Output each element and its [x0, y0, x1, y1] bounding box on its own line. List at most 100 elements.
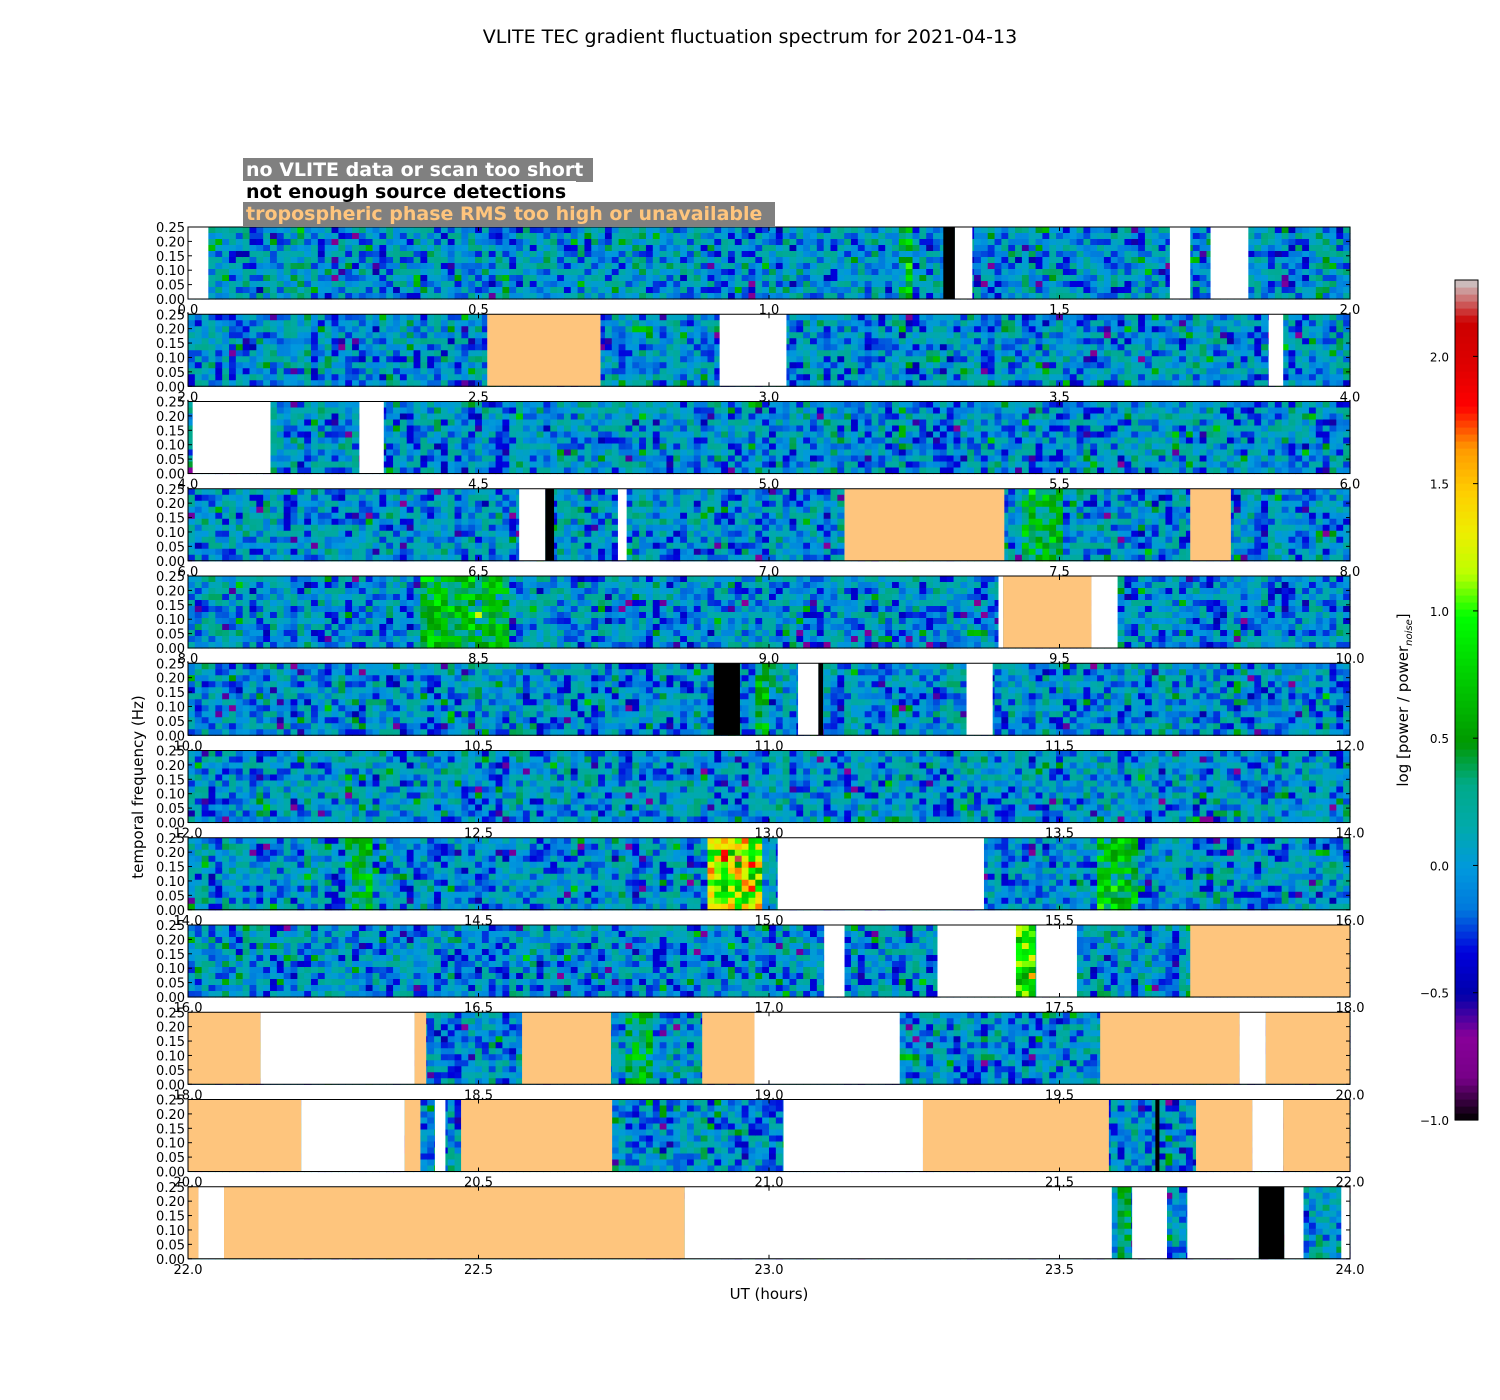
heatmap-cell — [639, 368, 647, 375]
legend-box-no-data — [243, 158, 593, 182]
heatmap-cell — [406, 380, 415, 387]
heatmap-cell — [844, 275, 852, 282]
heatmap-cell — [1165, 338, 1173, 345]
heatmap-cell — [386, 443, 394, 451]
heatmap-cell — [680, 257, 688, 264]
heatmap-cell — [912, 338, 920, 345]
heatmap-cell — [440, 437, 449, 445]
heatmap-cell — [748, 275, 756, 282]
heatmap-cell — [434, 293, 442, 300]
heatmap-cell — [905, 257, 914, 264]
heatmap-cell — [194, 374, 203, 381]
heatmap-cell — [386, 356, 394, 363]
heatmap-cell — [714, 314, 722, 321]
heatmap-cell — [919, 356, 927, 363]
heatmap-cell — [816, 338, 825, 345]
heatmap-cell — [1049, 326, 1057, 333]
heatmap-cell — [1288, 275, 1296, 282]
heatmap-cell — [591, 455, 599, 463]
heatmap-cell — [1336, 257, 1344, 264]
heatmap-cell — [290, 233, 298, 240]
flag-no_data — [719, 314, 787, 387]
heatmap-cell — [632, 443, 640, 451]
heatmap-cell — [680, 368, 688, 375]
heatmap-cell — [304, 287, 312, 294]
heatmap-cell — [926, 344, 934, 351]
heatmap-cell — [591, 251, 599, 258]
heatmap-cell — [324, 269, 333, 276]
heatmap-cell — [454, 407, 463, 415]
heatmap-cell — [570, 287, 579, 294]
heatmap-cell — [789, 227, 797, 234]
heatmap-cell — [1069, 380, 1078, 387]
heatmap-cell — [543, 239, 551, 246]
heatmap-cell — [1062, 362, 1071, 369]
heatmap-cell — [803, 344, 811, 351]
heatmap-cell — [434, 419, 442, 427]
heatmap-cell — [249, 269, 257, 276]
heatmap-cell — [789, 233, 797, 240]
heatmap-cell — [721, 251, 729, 258]
heatmap-cell — [632, 350, 640, 357]
heatmap-cell — [276, 233, 285, 240]
heatmap-cell — [933, 374, 941, 381]
heatmap-cell — [1042, 275, 1050, 282]
heatmap-cell — [454, 332, 463, 339]
heatmap-cell — [338, 356, 346, 363]
heatmap-cell — [1103, 326, 1112, 333]
heatmap-cell — [1151, 368, 1160, 375]
heatmap-cell — [263, 227, 271, 234]
heatmap-cell — [693, 263, 702, 270]
heatmap-cell — [557, 251, 565, 258]
heatmap-cell — [885, 263, 893, 270]
heatmap-cell — [980, 257, 989, 264]
heatmap-cell — [611, 287, 620, 294]
heatmap-cell — [741, 275, 750, 282]
heatmap-cell — [338, 407, 346, 415]
heatmap-cell — [365, 320, 374, 327]
heatmap-cell — [864, 356, 873, 363]
heatmap-cell — [447, 419, 456, 427]
heatmap-cell — [324, 449, 333, 457]
heatmap-cell — [864, 251, 873, 258]
heatmap-cell — [933, 356, 941, 363]
heatmap-cell — [604, 350, 613, 357]
heatmap-cell — [194, 350, 203, 357]
heatmap-cell — [317, 461, 326, 469]
heatmap-cell — [543, 443, 551, 451]
heatmap-cell — [1103, 380, 1112, 387]
heatmap-cell — [331, 326, 339, 333]
heatmap-cell — [1261, 320, 1269, 327]
heatmap-cell — [912, 275, 920, 282]
heatmap-cell — [1302, 326, 1310, 333]
heatmap-cell — [1090, 338, 1098, 345]
heatmap-cell — [693, 227, 702, 234]
heatmap-cell — [926, 245, 934, 252]
heatmap-cell — [557, 443, 565, 451]
heatmap-cell — [386, 368, 394, 375]
heatmap-cell — [311, 326, 319, 333]
heatmap-cell — [331, 257, 339, 264]
heatmap-cell — [427, 326, 435, 333]
heatmap-cell — [625, 263, 633, 270]
heatmap-cell — [488, 431, 497, 439]
heatmap-cell — [406, 275, 415, 282]
heatmap-cell — [864, 233, 873, 240]
heatmap-cell — [413, 437, 421, 445]
heatmap-cell — [639, 374, 647, 381]
heatmap-cell — [707, 269, 715, 276]
heatmap-cell — [447, 362, 456, 369]
heatmap-cell — [188, 431, 196, 439]
heatmap-cell — [994, 326, 1002, 333]
heatmap-cell — [625, 275, 633, 282]
heatmap-cell — [632, 467, 640, 475]
heatmap-cell — [700, 362, 709, 369]
heatmap-cell — [905, 275, 914, 282]
heatmap-cell — [563, 269, 572, 276]
legend-label-tropo: tropospheric phase RMS too high or unava… — [246, 203, 762, 225]
heatmap-cell — [324, 233, 333, 240]
heatmap-cell — [242, 293, 251, 300]
heatmap-cell — [1015, 239, 1023, 246]
heatmap-cell — [1343, 287, 1351, 294]
heatmap-cell — [946, 332, 955, 339]
